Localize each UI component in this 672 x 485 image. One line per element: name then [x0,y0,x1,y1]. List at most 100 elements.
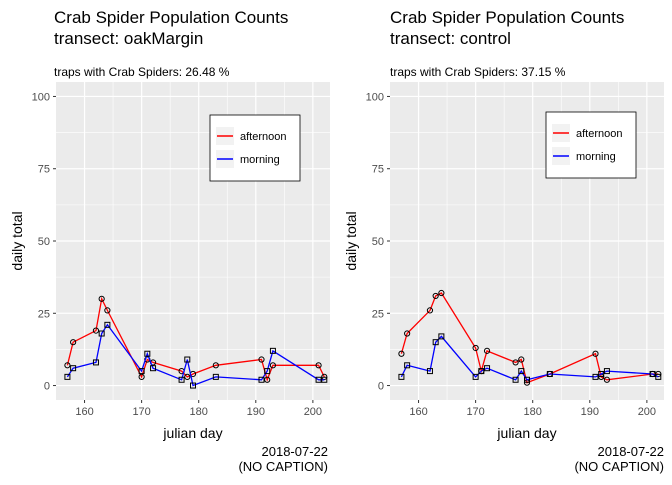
x-tick-label: 200 [304,406,322,418]
y-tick-label: 75 [372,164,384,176]
data-point-morning [484,365,491,372]
caption-text: (NO CAPTION) [574,459,664,474]
data-point-morning [258,376,265,383]
data-point-morning [472,373,479,380]
legend-label-afternoon: afternoon [240,131,286,143]
data-point-afternoon [184,373,191,380]
data-point-morning [321,376,328,383]
data-point-morning [178,376,185,383]
data-point-morning [212,373,219,380]
data-point-morning [190,382,196,389]
data-point-morning [518,368,525,375]
caption-date: 2018-07-22 [598,444,665,459]
legend-box [209,114,301,182]
data-point-morning [603,368,610,375]
legend-label-afternoon: afternoon [576,128,622,140]
data-point-afternoon [138,373,145,380]
data-point-afternoon [592,350,599,357]
x-axis-label: julian day [496,425,556,441]
data-point-morning [592,373,599,380]
data-point-morning [426,368,433,375]
data-point-morning [438,333,445,340]
data-point-morning [432,339,439,346]
data-point-afternoon [258,356,265,363]
data-point-morning [184,356,191,363]
data-point-morning [264,368,271,375]
data-point-afternoon [398,350,405,357]
data-point-afternoon [264,376,271,383]
legend-label-morning: morning [576,151,616,163]
series-line-afternoon [400,292,659,384]
y-tick-label: 50 [38,236,50,248]
y-axis-label: daily total [343,211,359,270]
data-point-afternoon [104,307,111,314]
data-point-morning [598,370,605,377]
data-point-afternoon [212,362,219,369]
x-tick-label: 190 [581,406,599,418]
x-tick-label: 180 [524,406,542,418]
x-axis-label: julian day [162,425,222,441]
x-tick-label: 190 [247,406,265,418]
chart-annotation: traps with Crab Spiders: 37.15 % [390,65,566,79]
chart-subtitle: transect: control [390,29,511,48]
data-point-afternoon [603,376,611,383]
chart-title: Crab Spider Population Counts [390,8,624,27]
data-point-morning [150,365,157,372]
data-point-afternoon [483,347,491,354]
data-point-afternoon [98,295,105,302]
data-point-morning [315,376,322,383]
data-point-morning [649,370,656,377]
data-point-afternoon [512,359,519,366]
data-point-morning [70,365,77,372]
data-point-morning [98,330,105,337]
data-point-morning [104,321,111,328]
data-point-morning [64,373,71,380]
y-tick-label: 25 [38,308,50,320]
data-point-morning [138,368,145,375]
y-tick-label: 100 [366,91,384,103]
y-axis-label: daily total [9,211,25,270]
data-point-morning [524,376,530,383]
x-tick-label: 160 [75,406,93,418]
chart-panel-1: Crab Spider Population Counts transect: c… [343,8,664,474]
data-point-morning [144,350,151,357]
series-line-afternoon [66,296,325,382]
legend-box [545,111,637,179]
y-tick-label: 0 [378,381,384,393]
data-point-morning [512,376,519,383]
data-point-morning [398,373,405,380]
data-point-afternoon [70,339,77,346]
data-point-afternoon [315,362,322,369]
y-tick-label: 100 [32,91,50,103]
x-tick-label: 200 [638,406,656,418]
data-point-afternoon [269,362,277,369]
data-point-afternoon [92,327,100,334]
data-point-afternoon [432,292,439,300]
series-line-morning [66,323,325,387]
legend-label-morning: morning [240,154,280,166]
chart-subtitle: transect: oakMargin [54,29,203,48]
y-tick-label: 50 [372,236,384,248]
data-point-afternoon [404,330,411,337]
data-point-morning [478,368,485,375]
data-point-afternoon [518,356,525,363]
chart-annotation: traps with Crab Spiders: 26.48 % [54,65,230,79]
x-tick-label: 160 [409,406,427,418]
data-point-morning [546,370,553,377]
data-point-afternoon [426,307,434,314]
x-tick-label: 170 [466,406,484,418]
x-tick-label: 170 [132,406,150,418]
caption-date: 2018-07-22 [262,444,329,459]
caption-text: (NO CAPTION) [238,459,328,474]
data-point-afternoon [472,344,479,352]
data-point-afternoon [64,362,71,369]
y-tick-label: 25 [372,308,384,320]
data-point-morning [269,347,276,354]
legend: afternoon morning [209,114,301,182]
chart-panel-0: Crab Spider Population Counts transect: o… [9,8,330,474]
x-tick-label: 180 [190,406,208,418]
legend: afternoon morning [545,111,637,179]
data-point-afternoon [438,289,445,297]
